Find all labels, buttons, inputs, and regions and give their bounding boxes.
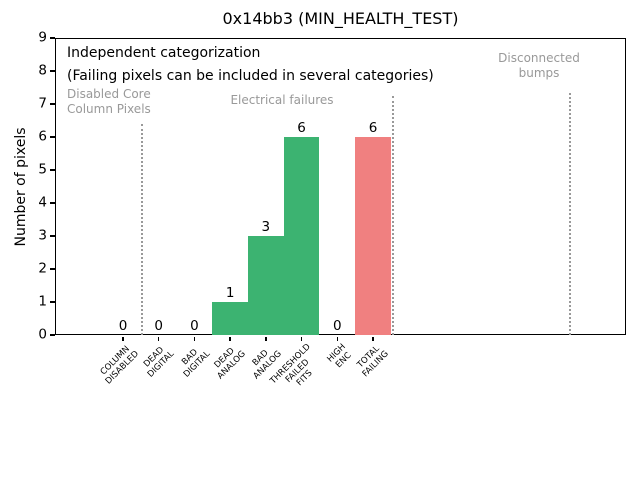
section-divider bbox=[569, 93, 571, 335]
x-tick-mark bbox=[229, 336, 231, 341]
y-tick-mark bbox=[49, 136, 55, 138]
x-tick-mark bbox=[372, 336, 374, 341]
x-tick-mark bbox=[300, 336, 303, 341]
annotation-failing-pixels-note: (Failing pixels can be included in sever… bbox=[67, 67, 434, 84]
bar-value-label: 6 bbox=[368, 120, 378, 136]
bar bbox=[212, 302, 248, 335]
x-tick-mark bbox=[122, 336, 124, 341]
section-label-line: Disabled Core bbox=[67, 87, 151, 101]
bar bbox=[355, 137, 391, 335]
section-divider bbox=[391, 96, 394, 335]
bar-value-label: 0 bbox=[190, 318, 199, 334]
y-tick-mark bbox=[49, 37, 55, 39]
y-tick-label: 6 bbox=[38, 128, 47, 145]
x-tick-label: HIGH ENC bbox=[326, 342, 356, 372]
y-tick-label: 5 bbox=[38, 161, 47, 178]
section-label-line: Electrical failures bbox=[230, 93, 334, 107]
annotation-independent-categorization: Independent categorization bbox=[67, 44, 261, 61]
x-tick-label: BAD DIGITAL bbox=[175, 342, 213, 380]
x-tick-mark bbox=[157, 336, 160, 341]
section-label: Electrical failures bbox=[230, 93, 333, 108]
bar-value-label: 0 bbox=[332, 318, 342, 334]
section-label-line: Column Pixels bbox=[67, 101, 151, 116]
section-label-line: bumps bbox=[518, 65, 560, 80]
y-tick-label: 0 bbox=[38, 326, 47, 343]
y-tick-mark bbox=[49, 103, 55, 105]
x-tick-label: COLUMN DISABLED bbox=[97, 342, 142, 387]
bar-value-label: 6 bbox=[297, 120, 306, 136]
x-tick-mark bbox=[336, 336, 339, 341]
y-tick-mark bbox=[49, 70, 55, 72]
bar-value-label: 0 bbox=[118, 318, 128, 334]
section-label: Disabled Core Column Pixels bbox=[67, 87, 151, 116]
y-tick-mark bbox=[49, 301, 55, 303]
y-tick-label: 9 bbox=[38, 29, 47, 46]
y-tick-label: 2 bbox=[38, 260, 47, 277]
plot-frame bbox=[55, 38, 626, 335]
x-tick-label: TOTAL FAILING bbox=[354, 342, 391, 379]
x-tick-mark bbox=[265, 336, 267, 341]
section-label: Disconnected bumps bbox=[498, 51, 580, 80]
bar bbox=[283, 137, 320, 335]
y-tick-label: 3 bbox=[38, 227, 47, 244]
x-tick-label: DEAD DIGITAL bbox=[139, 342, 177, 380]
y-tick-mark bbox=[49, 169, 55, 171]
bar bbox=[247, 236, 284, 335]
y-tick-mark bbox=[49, 334, 55, 336]
y-tick-mark bbox=[49, 202, 55, 204]
y-tick-label: 8 bbox=[38, 62, 47, 79]
y-tick-label: 1 bbox=[38, 293, 47, 310]
y-tick-label: 7 bbox=[38, 95, 47, 112]
x-tick-mark bbox=[193, 336, 196, 341]
section-divider bbox=[140, 124, 143, 335]
bar-value-label: 1 bbox=[225, 285, 235, 301]
y-tick-mark bbox=[49, 268, 55, 270]
bar-value-label: 0 bbox=[154, 318, 163, 334]
bar-value-label: 3 bbox=[261, 219, 271, 235]
x-tick-label: DEAD ANALOG bbox=[209, 342, 248, 381]
section-label-line: Disconnected bbox=[498, 51, 580, 65]
y-tick-label: 4 bbox=[38, 194, 47, 211]
chart-title: 0x14bb3 (MIN_HEALTH_TEST) bbox=[222, 9, 459, 28]
y-tick-mark bbox=[49, 235, 55, 237]
